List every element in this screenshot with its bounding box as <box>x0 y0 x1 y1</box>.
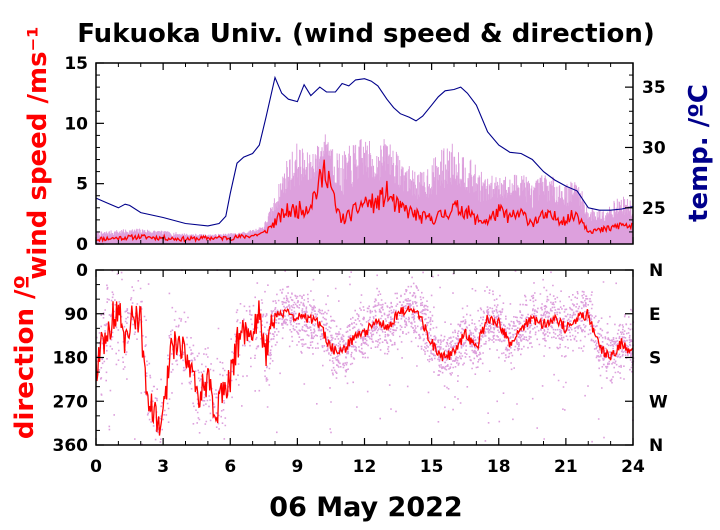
compass-tick-label: S <box>649 349 661 369</box>
direction-series-line <box>95 300 634 436</box>
compass-tick-label: W <box>649 392 668 412</box>
temperature-tick-label: 35 <box>642 78 666 98</box>
wind-gust-bars <box>95 134 634 244</box>
wind-speed-tick-label: 5 <box>76 175 88 195</box>
direction-axis-label: direction /º <box>10 275 40 439</box>
compass-tick-label: N <box>649 261 663 281</box>
direction-panel: 0 90 180 270 360 N E S W N <box>53 261 669 456</box>
time-tick-label: 12 <box>353 457 377 477</box>
wind-speed-tick-label: 15 <box>64 54 88 74</box>
temperature-tick-label: 30 <box>642 138 666 158</box>
direction-scatter-points <box>96 269 635 446</box>
time-tick-label: 9 <box>291 457 303 477</box>
temperature-axis-label: temp. /ºC <box>684 84 714 222</box>
wind-speed-tick-label: 0 <box>76 235 88 255</box>
direction-tick-label: 90 <box>64 305 88 325</box>
wind-speed-tick-label: 10 <box>64 114 88 134</box>
temperature-tick-label: 25 <box>642 199 666 219</box>
direction-ticks: 0 90 180 270 360 N E S W N <box>53 261 669 456</box>
time-tick-label: 3 <box>157 457 169 477</box>
time-tick-label: 21 <box>554 457 578 477</box>
direction-tick-label: 180 <box>53 349 89 369</box>
wind-speed-ticks: 0 5 10 15 25 30 35 <box>64 54 666 255</box>
date-axis-label: 06 May 2022 <box>269 492 462 523</box>
temperature-series-line <box>95 75 634 227</box>
time-tick-label: 0 <box>90 457 102 477</box>
wind-speed-panel: 0 5 10 15 25 30 35 <box>64 54 666 255</box>
direction-scatter <box>96 269 635 446</box>
time-tick-label: 24 <box>621 457 645 477</box>
direction-mean-line <box>95 300 634 436</box>
wind-gust-area <box>95 134 634 244</box>
wind-speed-axis-label: wind speed /ms⁻¹ <box>23 26 53 279</box>
direction-tick-label: 0 <box>76 261 88 281</box>
chart-title: Fukuoka Univ. (wind speed & direction) <box>77 19 655 49</box>
temperature-line <box>95 75 634 227</box>
time-axis-ticks: 0 3 6 9 12 15 18 21 24 <box>90 63 645 477</box>
time-tick-label: 15 <box>420 457 444 477</box>
direction-tick-label: 270 <box>53 392 89 412</box>
direction-tick-label: 360 <box>53 436 89 456</box>
compass-tick-label: E <box>649 305 661 325</box>
compass-tick-label: N <box>649 436 663 456</box>
time-tick-label: 18 <box>487 457 511 477</box>
time-tick-label: 6 <box>224 457 236 477</box>
